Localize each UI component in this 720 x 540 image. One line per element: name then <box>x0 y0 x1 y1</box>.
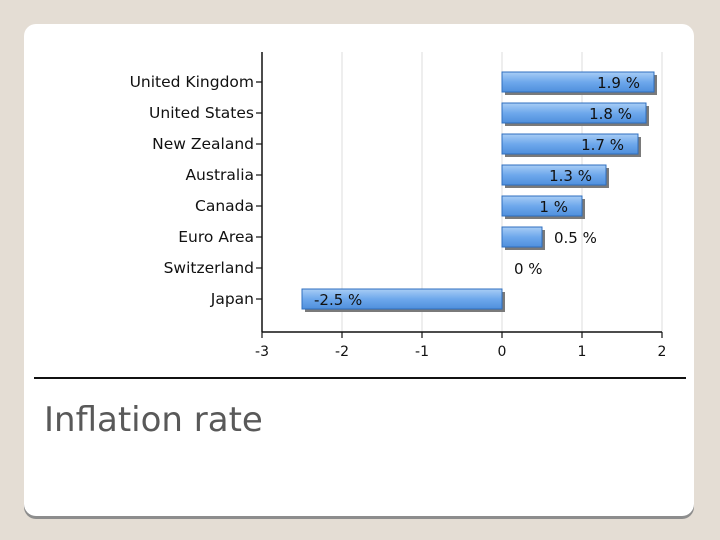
data-label: -2.5 % <box>314 291 362 309</box>
category-label: Euro Area <box>178 228 254 246</box>
category-label: United Kingdom <box>130 73 254 91</box>
category-label: United States <box>149 104 254 122</box>
category-label: New Zealand <box>152 135 254 153</box>
data-label: 0 % <box>514 260 543 278</box>
data-label: 0.5 % <box>554 229 597 247</box>
data-label: 1.3 % <box>549 167 592 185</box>
x-tick-label: -1 <box>415 344 429 360</box>
x-tick-label: 0 <box>498 344 507 360</box>
x-tick-label: -3 <box>255 344 269 360</box>
inflation-bar-chart: -3 -2 -1 0 1 2 United Kingdom 1.9 % United State… <box>130 52 667 360</box>
x-tick-label: 2 <box>658 344 667 360</box>
bar <box>501 71 655 93</box>
data-label: 1 % <box>539 198 568 216</box>
category-label: Switzerland <box>164 259 254 277</box>
data-label: 1.7 % <box>581 136 624 154</box>
bar <box>501 226 543 248</box>
category-label: Australia <box>185 166 254 184</box>
bar <box>501 164 607 186</box>
data-label: 1.8 % <box>589 105 632 123</box>
data-label: 1.9 % <box>597 74 640 92</box>
bar <box>501 102 647 124</box>
bar <box>501 195 583 217</box>
x-tick-label: 1 <box>578 344 587 360</box>
bar <box>501 133 639 155</box>
category-label: Japan <box>210 290 254 308</box>
divider-line <box>34 377 686 379</box>
slide-caption: Inflation rate <box>44 400 263 440</box>
category-label: Canada <box>195 197 254 215</box>
x-tick-label: -2 <box>335 344 349 360</box>
bar <box>301 288 503 310</box>
slide: -3 -2 -1 0 1 2 United Kingdom 1.9 % United State… <box>24 24 694 516</box>
